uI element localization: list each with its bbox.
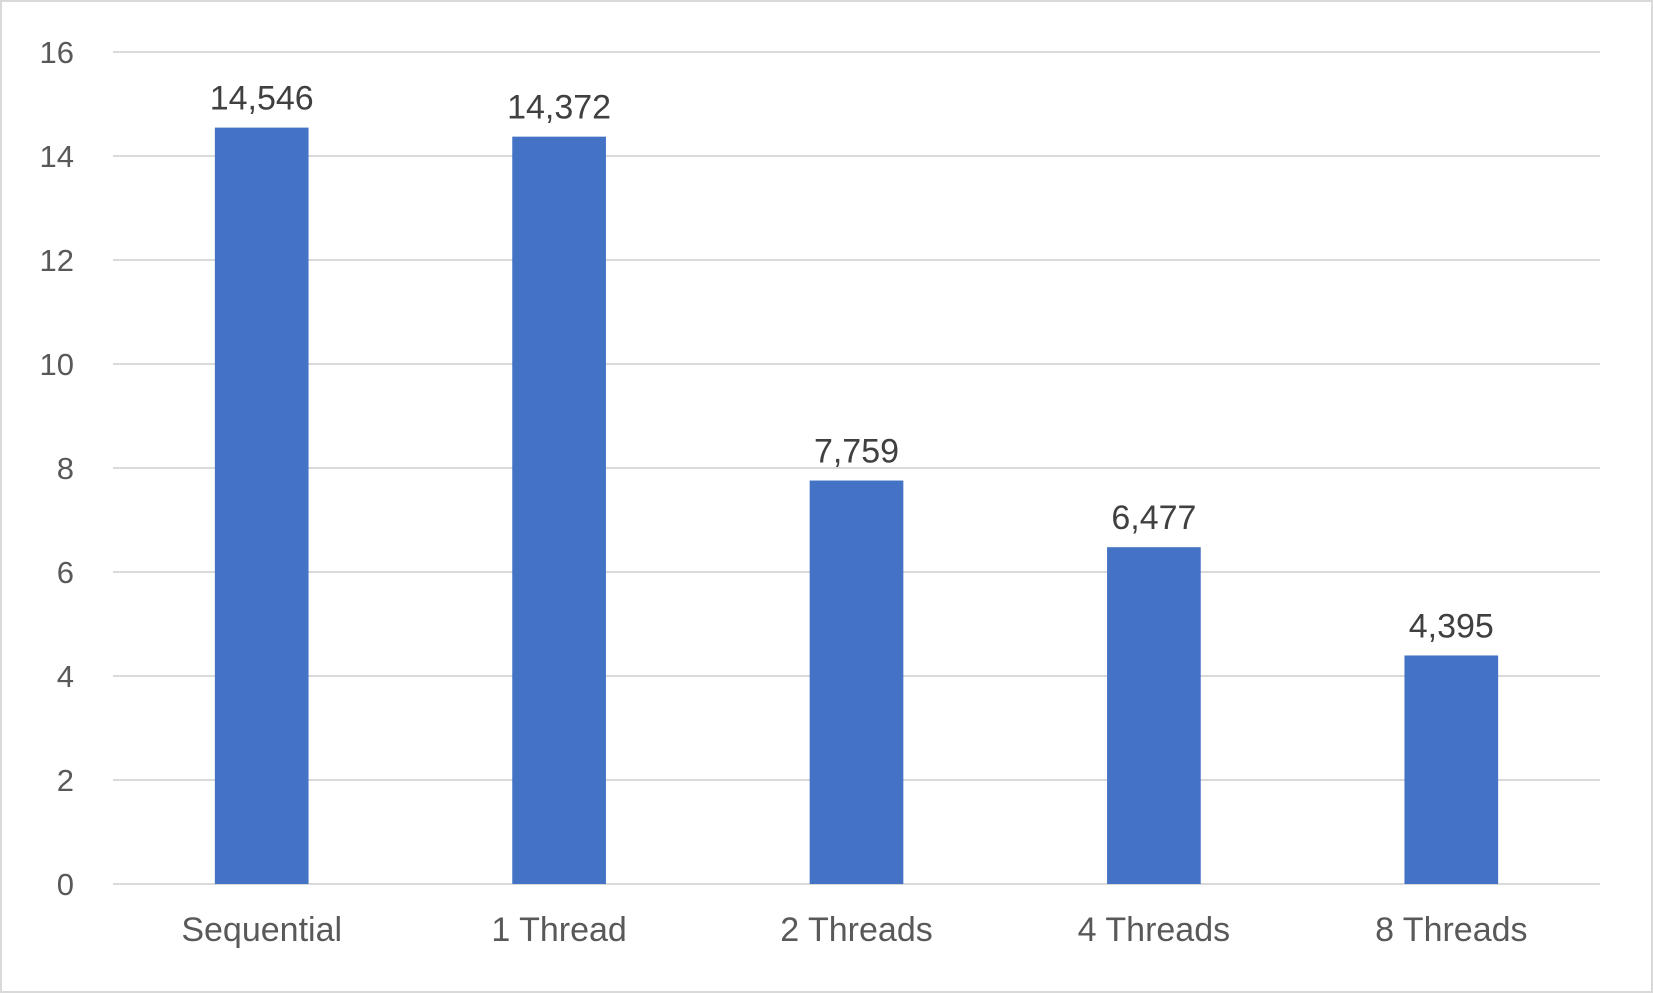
x-axis-categories: Sequential 1 Thread 2 Threads 4 Threads 8 Th…	[181, 911, 1527, 949]
y-tick-label: 16	[40, 35, 74, 70]
gridlines	[113, 51, 1600, 885]
y-tick-label: 0	[57, 867, 74, 902]
data-label: 7,759	[814, 433, 899, 471]
data-labels: 14,546 14,372 7,759 6,477 4,395	[210, 80, 1494, 646]
data-label: 6,477	[1111, 499, 1196, 537]
y-tick-label: 10	[40, 347, 74, 382]
data-label: 4,395	[1409, 607, 1494, 645]
y-axis-ticks: 0 2 4 6 8 10 12 14 16	[40, 35, 74, 902]
category-label: 1 Thread	[491, 911, 626, 949]
y-tick-label: 2	[57, 763, 74, 798]
y-tick-label: 4	[57, 659, 74, 694]
bars	[214, 127, 1499, 884]
data-label: 14,546	[210, 80, 314, 118]
category-label: 8 Threads	[1375, 911, 1527, 949]
bar-4-threads	[1107, 547, 1201, 884]
y-tick-label: 12	[40, 243, 74, 278]
category-label: Sequential	[181, 911, 342, 949]
y-tick-label: 6	[57, 555, 74, 590]
bar-1-thread	[512, 136, 606, 884]
bar-sequential	[214, 127, 309, 884]
y-tick-label: 14	[40, 139, 74, 174]
category-label: 4 Threads	[1078, 911, 1230, 949]
data-label: 14,372	[507, 89, 611, 127]
bar-2-threads	[809, 480, 904, 884]
category-label: 2 Threads	[780, 911, 932, 949]
bar-8-threads	[1404, 655, 1499, 884]
y-tick-label: 8	[57, 451, 74, 486]
